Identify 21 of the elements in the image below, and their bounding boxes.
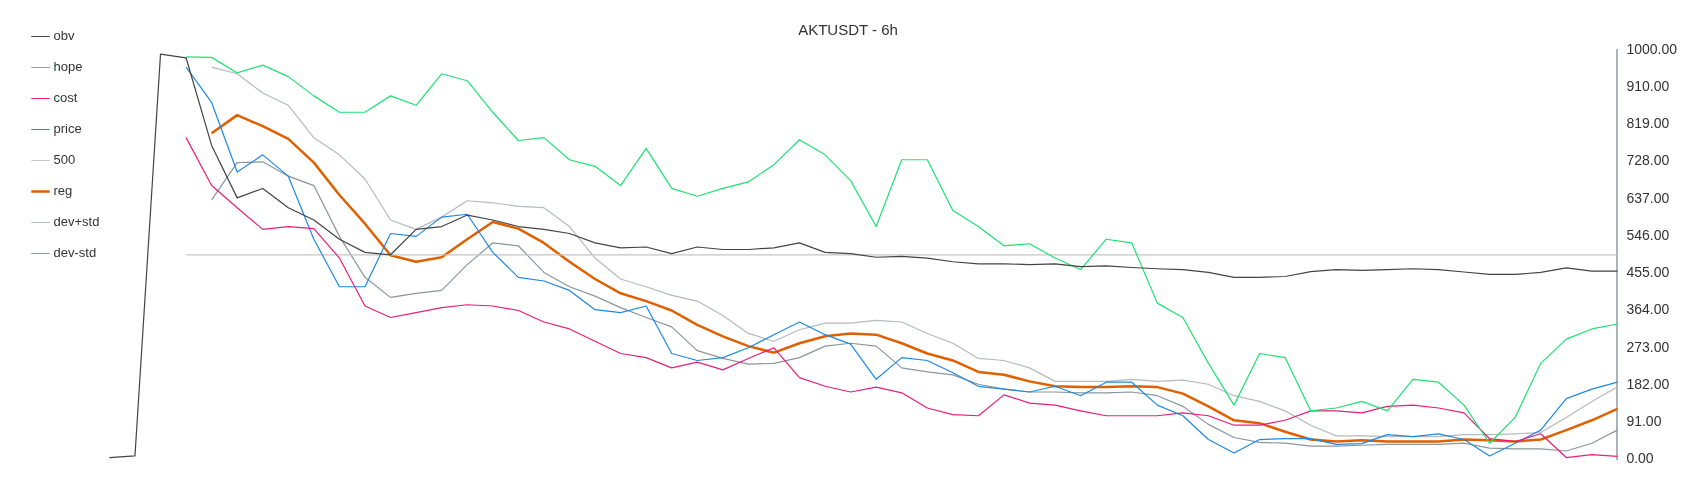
y-tick-label: 637.00 <box>1626 189 1670 206</box>
y-tick-label: 819.00 <box>1626 115 1670 131</box>
chart-title: AKTUSDT - 6h <box>798 21 898 39</box>
y-tick-label: 364.00 <box>1626 301 1670 318</box>
y-tick-label: 546.00 <box>1626 226 1670 243</box>
legend-label: hope <box>53 59 83 75</box>
y-tick-label: 0.00 <box>1626 450 1654 467</box>
y-tick-label: 910.00 <box>1626 77 1670 94</box>
y-tick-label: 455.00 <box>1626 264 1670 281</box>
legend-label: cost <box>53 90 78 106</box>
legend-label: reg <box>53 183 73 199</box>
y-tick-label: 1000.00 <box>1626 40 1678 57</box>
legend-label: 500 <box>53 152 76 168</box>
y-tick-label: 273.00 <box>1626 338 1670 355</box>
y-tick-label: 728.00 <box>1626 152 1670 169</box>
legend-label: obv <box>53 28 75 44</box>
y-tick-label: 91.00 <box>1626 413 1662 430</box>
legend-label: price <box>53 121 82 137</box>
legend-label: dev+std <box>53 214 100 230</box>
y-tick-label: 182.00 <box>1626 375 1670 392</box>
legend-label: dev-std <box>53 245 97 261</box>
